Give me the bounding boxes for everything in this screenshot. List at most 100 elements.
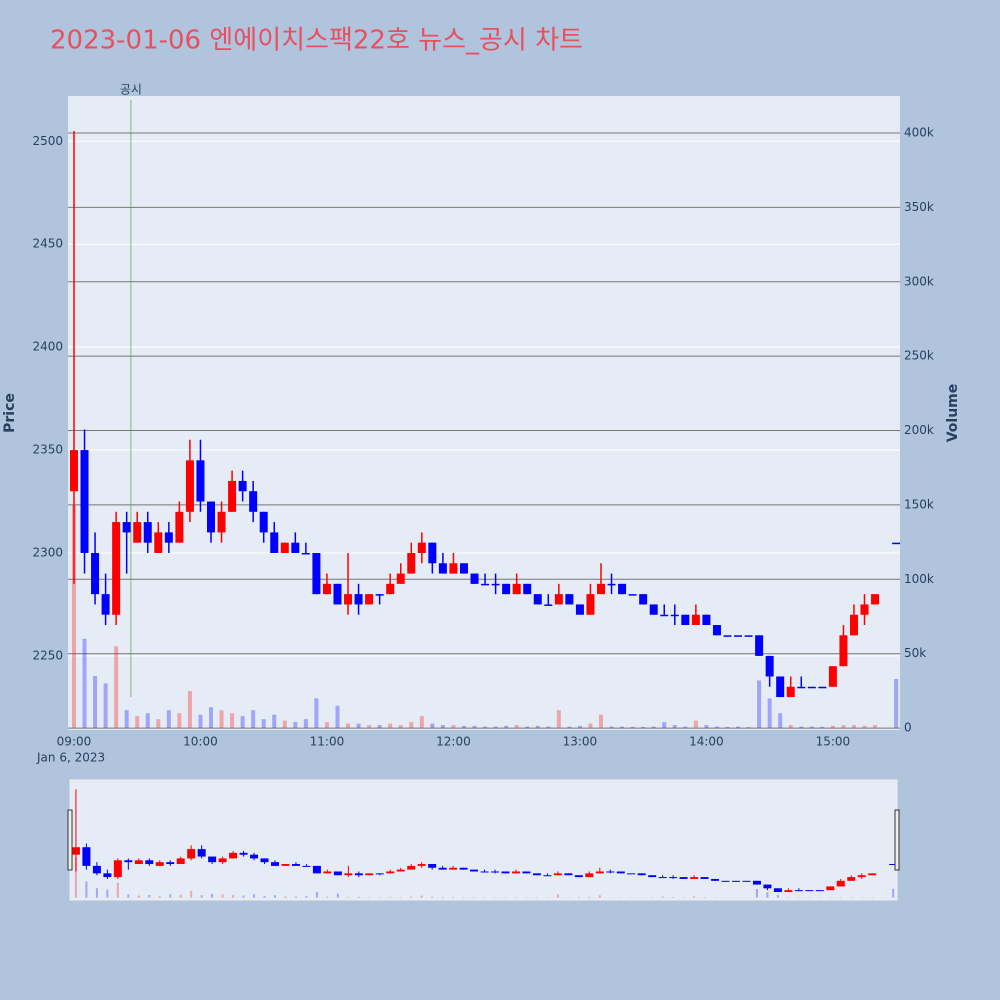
slider-candle-body xyxy=(826,886,835,891)
candle-body xyxy=(681,614,690,626)
slider-volume-bar xyxy=(274,895,277,898)
slider-volume-bar xyxy=(703,897,706,898)
slider-candle-body xyxy=(637,873,646,876)
candle-body xyxy=(797,686,806,689)
y2-tick-label: 250k xyxy=(904,349,934,363)
x-tick-label: 09:00 xyxy=(57,735,92,749)
candle-body xyxy=(112,522,121,615)
slider-volume-bar xyxy=(368,897,371,898)
slider-candle-body xyxy=(449,867,458,870)
slider-candle-body xyxy=(113,860,122,878)
candle-body xyxy=(164,532,173,543)
candle-body xyxy=(554,594,563,605)
slider-candle-body xyxy=(281,864,290,866)
slider-volume-bar xyxy=(672,897,675,898)
candle-body xyxy=(217,511,226,533)
volume-bar xyxy=(272,714,277,729)
volume-bar xyxy=(651,726,656,729)
range-slider[interactable] xyxy=(69,779,898,901)
slider-volume-bar xyxy=(85,881,88,898)
slider-volume-bar xyxy=(399,897,402,898)
slider-candle-body xyxy=(815,890,824,892)
slider-handle xyxy=(894,809,900,871)
candle-body xyxy=(80,450,89,553)
candle-body xyxy=(892,542,901,545)
candle-body xyxy=(607,583,616,586)
volume-bar xyxy=(356,723,361,729)
volume-bar xyxy=(209,707,213,729)
candle-body xyxy=(618,583,627,595)
slider-volume-bar xyxy=(242,895,245,898)
slider-volume-bar xyxy=(389,896,392,898)
y2-tick-label: 400k xyxy=(904,126,934,140)
volume-bar xyxy=(841,725,846,729)
volume-bar xyxy=(862,725,867,729)
slider-candle-body xyxy=(480,871,489,873)
slider-volume-bar xyxy=(253,894,256,898)
candle-body xyxy=(512,583,521,595)
y2-tick-label: 50k xyxy=(904,646,926,660)
slider-candle-body xyxy=(721,880,730,882)
candle-body xyxy=(702,614,711,626)
slider-candle-body xyxy=(187,849,196,859)
volume-bar xyxy=(261,719,266,729)
candle-body xyxy=(259,511,268,533)
candle-body xyxy=(417,542,426,553)
volume-bar xyxy=(799,726,804,729)
slider-candle-body xyxy=(386,871,395,874)
volume-bar xyxy=(725,726,730,729)
candle-body xyxy=(712,625,721,636)
volume-bar xyxy=(124,710,129,729)
slider-candle-body xyxy=(763,884,772,889)
y2-tick-label: 0 xyxy=(904,721,912,735)
volume-bar xyxy=(219,710,224,729)
y2-tick-label: 350k xyxy=(904,200,934,214)
candle-body xyxy=(386,583,395,595)
volume-bar xyxy=(230,713,235,729)
slider-volume-bar xyxy=(661,896,664,898)
slider-volume-bar xyxy=(127,894,130,898)
candle-body xyxy=(744,635,753,637)
slider-candle-body xyxy=(606,871,615,873)
candle-body xyxy=(449,563,458,574)
slider-volume-bar xyxy=(315,892,318,898)
slider-candle-body xyxy=(669,877,678,879)
volume-bar xyxy=(609,726,614,729)
candle-body xyxy=(396,573,405,584)
volume-bar xyxy=(514,725,519,729)
x-tick-label: 13:00 xyxy=(563,735,598,749)
volume-bar xyxy=(599,714,603,729)
volume-bar xyxy=(82,638,87,729)
slider-candle-body xyxy=(124,860,133,863)
volume-bar xyxy=(166,710,171,729)
volume-bar xyxy=(641,726,646,729)
chart-title: 2023-01-06 엔에이치스팩22호 뉴스_공시 차트 xyxy=(50,26,583,56)
slider-candle-body xyxy=(658,877,667,879)
y-axis-title: Price xyxy=(2,393,18,433)
candle-body xyxy=(69,450,78,492)
slider-candle-body xyxy=(260,858,269,863)
volume-bar xyxy=(746,727,751,729)
slider-candle-body xyxy=(229,852,238,859)
candle-body xyxy=(207,501,215,533)
candle-body xyxy=(575,604,584,615)
candle-body xyxy=(723,635,732,637)
slider-candle-body xyxy=(197,849,206,857)
slider-candle-body xyxy=(145,860,154,865)
candle-body xyxy=(322,583,331,595)
volume-bar xyxy=(757,680,762,729)
volume-bar xyxy=(504,725,509,729)
y2-tick-label: 100k xyxy=(904,572,934,586)
slider-candle-body xyxy=(323,871,332,874)
slider-volume-bar xyxy=(137,895,140,898)
candle-body xyxy=(312,552,321,595)
slider-candle-body xyxy=(344,873,353,876)
slider-volume-bar xyxy=(179,894,182,898)
slider-candle-body xyxy=(218,858,227,863)
slider-candle-body xyxy=(805,890,814,892)
y2-tick-label: 150k xyxy=(904,497,934,511)
slider-volume-bar xyxy=(892,888,895,898)
volume-bar xyxy=(788,725,793,729)
candle-body xyxy=(143,522,152,543)
